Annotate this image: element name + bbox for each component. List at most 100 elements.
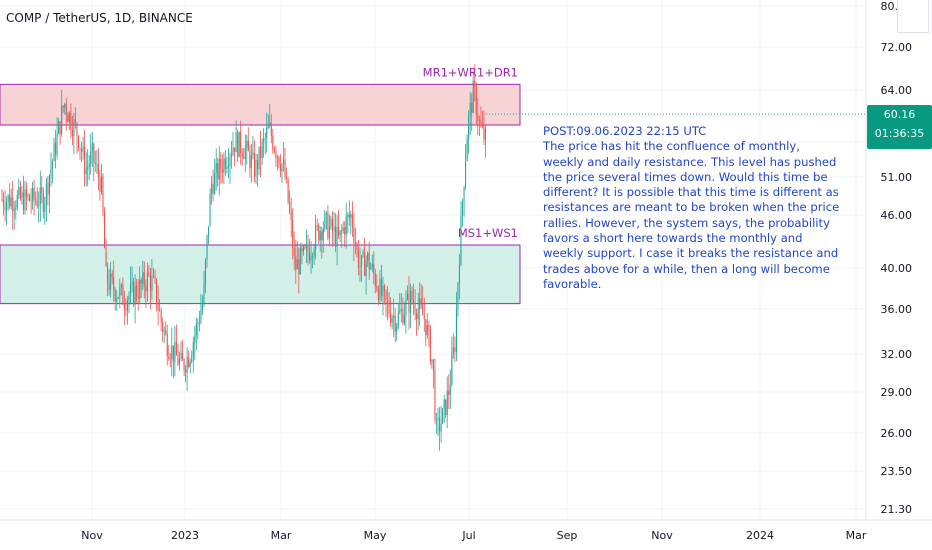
- candle-body-146: [224, 158, 226, 169]
- candle-body-242: [371, 263, 373, 268]
- support-zone-label: MS1+WS1: [458, 226, 518, 240]
- candle-body-247: [379, 278, 381, 300]
- candle-body-176: [270, 122, 272, 136]
- candle-body-302: [463, 187, 465, 202]
- x-tick-label-1: 2023: [171, 529, 199, 542]
- candle-body-11: [18, 187, 20, 195]
- candle-body-276: [423, 315, 425, 320]
- candle-body-60: [93, 143, 95, 163]
- candle-body-239: [367, 253, 369, 261]
- x-tick-label-5: Sep: [557, 529, 578, 542]
- candle-body-58: [90, 151, 92, 165]
- candle-body-219: [336, 226, 338, 247]
- candle-body-117: [180, 352, 182, 359]
- candle-body-243: [373, 263, 375, 274]
- candle-body-277: [425, 319, 427, 336]
- candle-body-167: [257, 159, 259, 170]
- candle-body-26: [41, 187, 43, 193]
- candle-body-48: [74, 119, 76, 124]
- candle-body-185: [284, 159, 286, 178]
- candle-body-308: [472, 80, 474, 113]
- chart-settings-box[interactable]: [897, 0, 929, 33]
- candle-body-188: [289, 202, 291, 211]
- candle-body-296: [454, 347, 456, 352]
- candle-body-279: [428, 325, 430, 329]
- y-tick-label-9: 29.00: [881, 386, 913, 399]
- candle-body-136: [209, 194, 211, 227]
- candle-body-226: [347, 214, 349, 217]
- candle-body-65: [100, 176, 102, 192]
- candle-body-237: [364, 252, 366, 276]
- candle-body-0: [1, 199, 3, 201]
- candle-body-97: [149, 275, 151, 291]
- candle-body-102: [157, 304, 159, 310]
- candle-body-19: [30, 200, 32, 202]
- candle-body-6: [10, 197, 12, 207]
- countdown-label: 01:36:35: [874, 127, 925, 140]
- candle-body-44: [68, 112, 70, 123]
- candle-body-218: [335, 226, 337, 247]
- candle-body-170: [261, 142, 263, 159]
- candle-body-125: [192, 342, 194, 357]
- candle-body-46: [71, 130, 73, 137]
- candle-body-37: [58, 121, 60, 134]
- y-tick-label-1: 72.00: [881, 41, 913, 54]
- candle-body-266: [408, 293, 410, 313]
- candle-body-290: [445, 399, 447, 415]
- candle-body-280: [429, 329, 431, 363]
- candle-body-248: [380, 278, 382, 296]
- candle-body-209: [321, 231, 323, 241]
- candle-body-29: [45, 182, 47, 204]
- candle-body-257: [394, 315, 396, 332]
- candle-body-21: [33, 187, 35, 200]
- candle-body-221: [339, 230, 341, 236]
- candle-body-285: [437, 417, 439, 420]
- candle-body-246: [377, 289, 379, 300]
- candle-body-149: [229, 156, 231, 166]
- candle-body-273: [419, 298, 421, 309]
- candle-body-282: [432, 359, 434, 371]
- candle-body-12: [19, 187, 21, 199]
- x-tick-label-3: May: [364, 529, 387, 542]
- candle-body-39: [61, 106, 63, 135]
- candle-body-233: [357, 249, 359, 268]
- candle-body-78: [120, 284, 122, 288]
- candle-body-41: [64, 103, 66, 108]
- candle-body-62: [96, 164, 98, 165]
- candle-body-82: [126, 300, 128, 311]
- candle-body-114: [175, 341, 177, 356]
- candle-body-68: [105, 248, 107, 266]
- candle-body-52: [81, 148, 83, 152]
- candle-body-153: [235, 133, 237, 152]
- y-tick-label-5: 46.00: [881, 209, 913, 222]
- candle-body-70: [108, 283, 110, 290]
- candle-body-42: [65, 103, 67, 116]
- candle-body-301: [462, 201, 464, 216]
- candle-body-180: [276, 156, 278, 158]
- current-price-label: 60.16: [883, 108, 916, 121]
- candle-body-35: [55, 143, 57, 156]
- candle-body-43: [67, 115, 69, 123]
- candle-body-72: [111, 273, 113, 278]
- candle-body-288: [442, 408, 444, 424]
- candle-body-268: [411, 290, 413, 301]
- candle-body-250: [383, 285, 385, 291]
- candle-body-109: [168, 356, 170, 359]
- candle-body-130: [200, 310, 202, 323]
- candle-body-184: [283, 159, 285, 165]
- candle-body-216: [331, 218, 333, 232]
- x-tick-label-2: Mar: [271, 529, 292, 542]
- candle-body-295: [452, 347, 454, 355]
- candle-body-88: [136, 285, 138, 297]
- candle-body-156: [240, 131, 242, 154]
- candle-body-261: [400, 309, 402, 311]
- resistance-zone: [0, 83, 521, 126]
- candle-body-59: [91, 143, 93, 151]
- analysis-note: POST:09.06.2023 22:15 UTC The price has …: [543, 124, 840, 291]
- candles: [1, 64, 866, 451]
- candle-body-135: [208, 226, 210, 236]
- candle-body-174: [267, 125, 269, 129]
- candle-body-238: [365, 260, 367, 276]
